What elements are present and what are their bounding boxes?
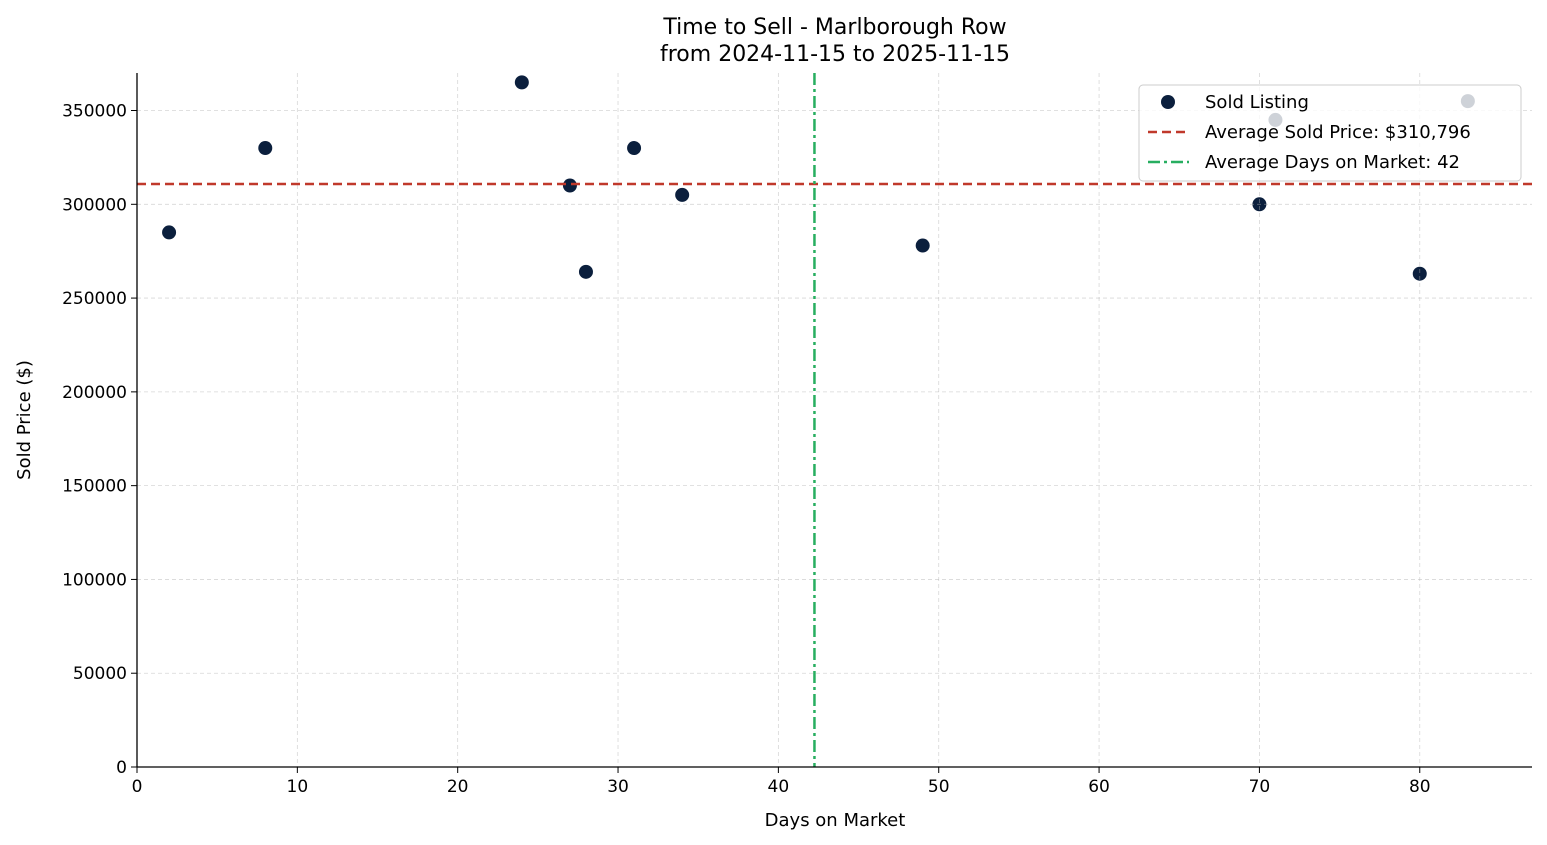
data-point <box>1412 266 1427 281</box>
y-tick-label: 0 <box>116 758 127 778</box>
x-tick-label: 60 <box>1088 777 1110 797</box>
data-point <box>675 187 690 202</box>
reference-lines <box>137 73 1532 767</box>
chart-title: Time to Sell - Marlborough Row <box>662 15 1006 40</box>
axes: 0 10 20 30 40 50 60 70 80 0 50000 100000 150000 20000… <box>62 73 1532 797</box>
y-tick-label: 350000 <box>62 102 127 122</box>
y-tick-label: 300000 <box>62 195 127 215</box>
y-axis-label: Sold Price ($) <box>14 360 35 480</box>
data-point <box>627 141 642 156</box>
data-point <box>514 75 529 90</box>
legend: Sold Listing Average Sold Price: $310,796… <box>1138 84 1522 182</box>
x-tick-label: 40 <box>768 777 790 797</box>
legend-label-sold: Sold Listing <box>1205 92 1309 113</box>
legend-label-price: Average Sold Price: $310,796 <box>1205 122 1471 143</box>
x-tick-label: 30 <box>607 777 629 797</box>
data-point <box>258 141 273 156</box>
y-tick-label: 150000 <box>62 477 127 497</box>
x-tick-label: 70 <box>1249 777 1271 797</box>
data-point <box>562 178 577 193</box>
y-tick-label: 200000 <box>62 383 127 403</box>
y-tick-label: 100000 <box>62 570 127 590</box>
x-axis-label: Days on Market <box>765 810 906 831</box>
x-tick-label: 80 <box>1409 777 1431 797</box>
data-point <box>915 238 930 253</box>
legend-label-days: Average Days on Market: 42 <box>1205 152 1460 173</box>
x-tick-label: 20 <box>447 777 469 797</box>
legend-marker-sold <box>1161 95 1175 109</box>
legend-box <box>1138 84 1522 182</box>
data-point <box>162 225 177 240</box>
x-tick-label: 50 <box>928 777 950 797</box>
x-tick-label: 10 <box>287 777 309 797</box>
x-tick-label: 0 <box>132 777 143 797</box>
y-tick-label: 250000 <box>62 289 127 309</box>
y-tick-label: 50000 <box>73 664 127 684</box>
chart-subtitle: from 2024-11-15 to 2025-11-15 <box>660 42 1010 67</box>
data-point <box>578 264 593 279</box>
